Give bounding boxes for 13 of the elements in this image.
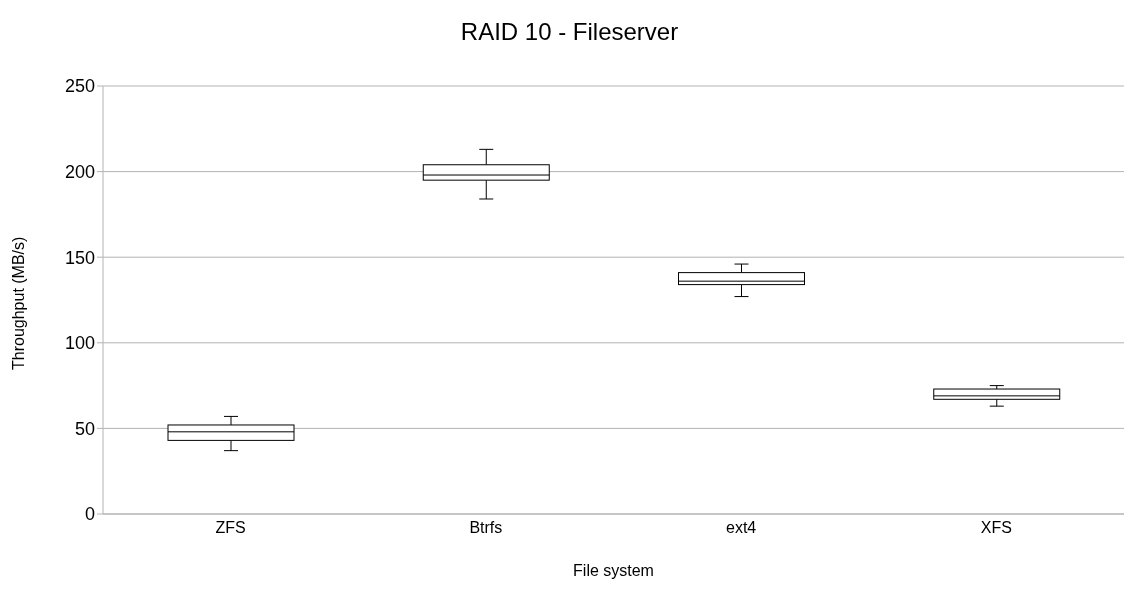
x-tick-label: ZFS [215,519,246,537]
y-tick-label: 200 [64,161,95,182]
y-tick-label: 150 [64,247,95,268]
x-tick-label: XFS [980,519,1012,537]
y-tick-label: 0 [84,504,95,525]
y-tick-label: 250 [64,76,95,97]
chart-title: RAID 10 - Fileserver [459,18,680,46]
y-axis-title: Throughput (MB/s) [9,236,27,370]
x-tick-label: ext4 [726,519,757,537]
y-tick-label: 50 [74,418,95,439]
x-axis-title: File system [573,562,654,579]
x-tick-label: Btrfs [469,519,503,537]
y-tick-label: 100 [64,333,95,354]
